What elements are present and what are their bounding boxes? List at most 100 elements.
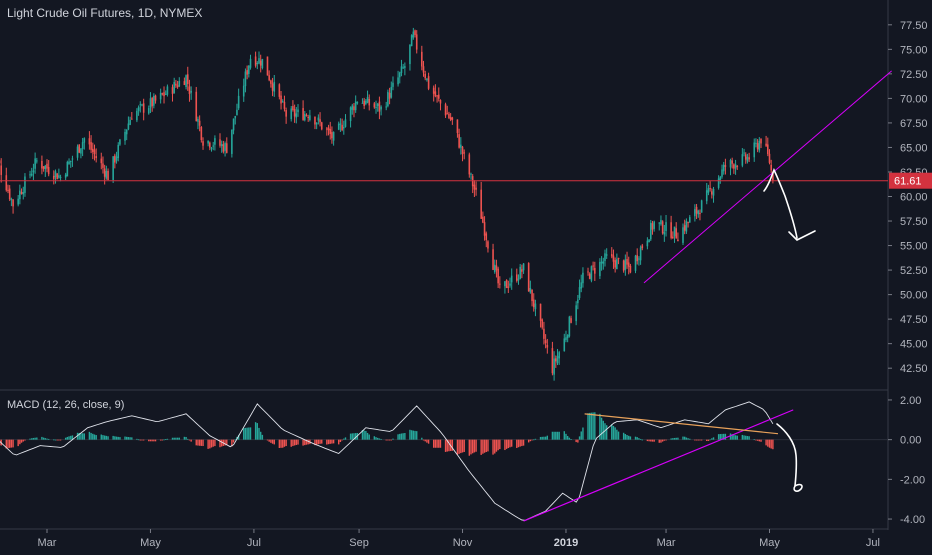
macd-hist-bar (733, 435, 734, 440)
macd-hist-bar (90, 433, 91, 440)
macd-hist-bar (245, 428, 246, 440)
macd-hist-bar (82, 433, 83, 439)
macd-hist-bar (516, 440, 517, 448)
macd-hist-bar (177, 438, 178, 440)
candle-body (126, 130, 128, 135)
candle-body (458, 134, 460, 148)
macd-hist-bar (7, 440, 8, 448)
macd-hist-bar (670, 438, 671, 439)
candle-body (234, 116, 236, 118)
candle-body (519, 267, 521, 279)
macd-hist-bar (765, 440, 766, 446)
candle-body (33, 171, 35, 173)
candle-body (351, 105, 353, 109)
macd-hist-bar (616, 430, 617, 440)
candle-body (187, 74, 189, 84)
macd-hist-bar (718, 434, 719, 440)
candle-body (177, 85, 179, 87)
candle-body (730, 160, 732, 167)
candle-body (231, 130, 233, 154)
macd-hist-bar (533, 439, 534, 440)
candle-body (173, 82, 175, 93)
macd-hist-bar (318, 440, 319, 445)
macd-hist-bar (363, 431, 364, 440)
candle-body (725, 165, 727, 167)
macd-hist-bar (674, 438, 675, 440)
macd-hist-bar (282, 440, 283, 448)
macd-hist-bar (402, 433, 403, 439)
candle-body (199, 121, 201, 126)
candle-body (363, 101, 365, 106)
macd-hist-bar (102, 435, 103, 440)
candle-body (742, 154, 744, 165)
candle-body (331, 132, 333, 138)
candle-body (662, 221, 664, 233)
candle-body (306, 115, 308, 116)
macd-hist-bar (214, 440, 215, 446)
macd-hist-bar (165, 439, 166, 440)
macd-hist-bar (128, 437, 129, 440)
candle-body (720, 177, 722, 180)
macd-hist-bar (428, 440, 429, 444)
macd-hist-bar (754, 439, 755, 440)
price-tick-label: 52.50 (900, 265, 928, 277)
candle-body (214, 138, 216, 145)
macd-hist-bar (392, 439, 393, 440)
candle-body (355, 101, 357, 110)
candle-body (755, 143, 757, 144)
candle-body (273, 82, 275, 92)
price-tick-label: 50.00 (900, 290, 928, 302)
macd-hist-bar (172, 438, 173, 440)
macd-hist-bar (484, 440, 485, 453)
candle-body (541, 320, 543, 328)
candle-body (697, 211, 699, 215)
macd-hist-bar (377, 438, 378, 440)
candle-body (658, 223, 660, 224)
candle-body (292, 106, 294, 110)
candle-body (11, 199, 13, 200)
candle-body (226, 143, 228, 153)
macd-hist-bar (540, 437, 541, 440)
macd-hist-bar (343, 439, 344, 440)
candle-body (613, 256, 615, 262)
candle-body (682, 227, 684, 243)
time-tick-label: May (759, 537, 780, 549)
candle-body (409, 45, 411, 64)
macd-hist-bar (68, 436, 69, 439)
candle-body (262, 59, 264, 68)
candle-body (628, 262, 630, 266)
candle-body (545, 340, 547, 343)
candle-body (119, 140, 121, 145)
macd-hist-bar (462, 440, 463, 453)
candle-body (131, 119, 133, 120)
candle-body (155, 96, 157, 101)
macd-hist-bar (380, 439, 381, 440)
macd-hist-bar (341, 440, 342, 441)
candle-body (485, 233, 487, 240)
macd-hist-bar (411, 430, 412, 439)
candle-body (601, 262, 603, 264)
hand-arrow-price-head (789, 231, 815, 240)
candle-body (482, 217, 484, 223)
candle-body (397, 77, 399, 84)
candle-body (172, 87, 174, 94)
macd-hist-bar (625, 434, 626, 440)
macd-hist-bar (333, 440, 334, 444)
macd-hist-bar (67, 437, 68, 440)
macd-hist-bar (389, 440, 390, 441)
candle-body (9, 189, 11, 200)
macd-hist-bar (594, 412, 595, 439)
candle-body (652, 223, 654, 229)
candle-body (268, 75, 270, 80)
candle-body (745, 154, 747, 159)
candle-body (280, 96, 282, 104)
macd-hist-bar (43, 438, 44, 440)
macd-hist-bar (425, 440, 426, 442)
candle-body (674, 227, 676, 237)
candle-body (58, 175, 60, 177)
macd-hist-bar (497, 440, 498, 451)
macd-hist-bar (375, 437, 376, 440)
candle-body (374, 103, 376, 107)
